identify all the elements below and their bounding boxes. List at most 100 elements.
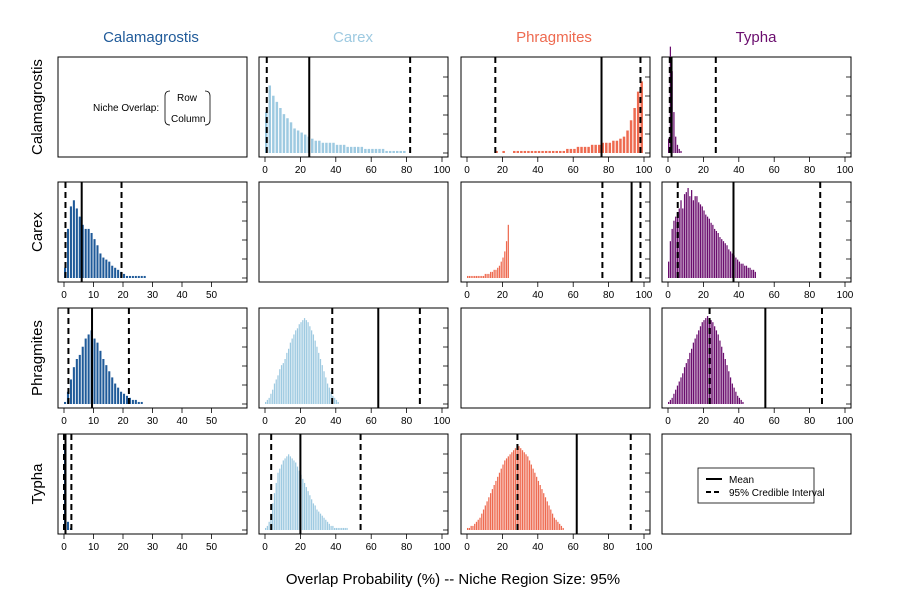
panel-calamagrostis-phragmites-bar <box>605 142 608 153</box>
panel-typha-phragmites-bar <box>543 493 545 530</box>
panel-typha-phragmites-bar <box>555 519 557 530</box>
panel-typha-carex-bar <box>277 472 279 530</box>
panel-calamagrostis-carex-bar <box>374 148 378 153</box>
panel-typha-phragmites-bar <box>467 527 469 530</box>
panel-calamagrostis-typha-xtick-label: 80 <box>804 165 816 176</box>
panel-calamagrostis-carex-bar <box>349 146 353 153</box>
panel-phragmites-calamagrostis-bar <box>108 371 111 404</box>
panel-typha-carex-bar <box>328 523 330 530</box>
panel-phragmites-typha-xtick-label: 20 <box>698 416 710 427</box>
panel-calamagrostis-phragmites-xtick-label: 60 <box>568 165 580 176</box>
panel-calamagrostis-phragmites-bar <box>636 91 640 153</box>
panel-typha-carex-bar <box>321 515 323 530</box>
panel-phragmites-carex-bar <box>309 326 311 404</box>
note-left-paren <box>164 90 171 126</box>
panel-carex-typha-bar <box>678 208 680 278</box>
panel-typha-phragmites-xtick-label: 100 <box>636 542 653 553</box>
panel-carex-phragmites-bar <box>472 275 474 278</box>
panel-calamagrostis-carex-bar <box>371 148 374 153</box>
panel-carex-typha-bar <box>705 214 707 278</box>
panel-typha-phragmites-bar <box>509 454 511 530</box>
panel-calamagrostis-phragmites-bar <box>551 150 555 153</box>
panel-carex-typha-xtick-label: 0 <box>665 290 671 301</box>
panel-phragmites-carex-bar <box>298 324 300 404</box>
panel-carex-typha-bar <box>722 241 725 278</box>
panel-calamagrostis-phragmites-bar <box>573 148 576 153</box>
panel-phragmites-typha-bar <box>683 367 686 404</box>
niche-overlap-note: Niche Overlap: Row Column <box>93 90 211 126</box>
panel-phragmites-carex-xtick-label: 60 <box>366 416 378 427</box>
panel-calamagrostis-typha-bar <box>673 112 675 153</box>
panel-calamagrostis-carex-bar <box>342 144 346 153</box>
panel-calamagrostis-carex-bar <box>364 148 367 153</box>
panel-phragmites-typha-xtick-label: 80 <box>804 416 816 427</box>
panel-carex-calamagrostis-xtick-label: 20 <box>117 290 129 301</box>
panel-carex-calamagrostis-xtick-label: 40 <box>176 290 188 301</box>
panel-carex-phragmites-bar <box>486 273 488 278</box>
panel-typha-phragmites-bar <box>507 456 509 530</box>
panel-phragmites-typha-xtick-label: 40 <box>733 416 745 427</box>
panel-typha-carex-bar <box>337 527 339 530</box>
panel-phragmites-calamagrostis-bar <box>69 379 72 404</box>
panel-typha-phragmites-bar <box>500 468 502 530</box>
panel-carex-phragmites-xtick-label: 100 <box>636 290 653 301</box>
panel-typha-carex-bar <box>309 495 311 530</box>
panel-phragmites-calamagrostis-xtick-label: 20 <box>117 416 129 427</box>
panel-typha-carex-bar <box>295 462 297 530</box>
panel-typha-calamagrostis-xtick-label: 10 <box>88 542 100 553</box>
panel-phragmites-carex-bar <box>312 334 315 404</box>
panel-carex-calamagrostis-xtick-label: 0 <box>61 290 67 301</box>
panel-typha-phragmites-bar <box>525 454 527 530</box>
panel-carex-typha-bar <box>682 208 684 278</box>
panel-calamagrostis-typha-bar <box>676 144 679 153</box>
panel-carex-typha-bar <box>724 243 726 278</box>
panel-calamagrostis-typha-xtick-label: 20 <box>698 165 710 176</box>
panel-phragmites-phragmites <box>460 307 651 409</box>
panel-typha-carex-bar <box>275 482 277 530</box>
panel-phragmites-typha-bar <box>675 389 677 404</box>
panel-carex-typha-bar <box>685 192 687 278</box>
panel-typha-phragmites-bar <box>505 458 508 530</box>
panel-typha-carex-bar <box>325 519 327 530</box>
panel-calamagrostis-carex-bar <box>346 146 349 153</box>
panel-carex-typha-bar <box>745 265 748 278</box>
panel-calamagrostis-carex-xtick-label: 40 <box>330 165 342 176</box>
panel-phragmites-carex-bar <box>311 330 313 404</box>
column-title-typha: Typha <box>736 29 778 46</box>
panel-typha-phragmites-bar <box>472 525 474 530</box>
panel-typha-phragmites-bar <box>479 517 481 530</box>
panel-calamagrostis-phragmites-xtick-label: 40 <box>532 165 544 176</box>
panel-typha-carex-bar <box>298 470 300 530</box>
panel-typha-phragmites-bar <box>544 497 547 530</box>
panel-carex-typha-bar <box>714 228 716 278</box>
panel-carex-typha-bar <box>692 200 695 278</box>
panel-carex-typha-bar <box>721 239 723 278</box>
panel-calamagrostis-phragmites-bar <box>523 150 527 153</box>
legend: Mean 95% Credible Interval <box>697 467 825 504</box>
panel-calamagrostis-phragmites-bar <box>559 150 562 153</box>
panel-phragmites-carex-bar <box>303 318 306 404</box>
panel-carex-typha-bar <box>703 210 705 278</box>
panel-typha-phragmites-bar <box>468 527 471 530</box>
panel-calamagrostis-carex-bar <box>392 150 395 153</box>
panel-calamagrostis-typha-xtick-label: 0 <box>665 165 671 176</box>
panel-calamagrostis-carex-bar <box>314 140 318 153</box>
panel-typha-phragmites-bar <box>532 468 534 530</box>
panel-calamagrostis-phragmites-bar <box>541 150 544 153</box>
panel-typha-phragmites-xtick-label: 0 <box>464 542 470 553</box>
panel-carex-calamagrostis-bar <box>128 275 131 278</box>
panel-calamagrostis-carex-bar <box>378 148 381 153</box>
panel-calamagrostis-phragmites-bar <box>608 142 612 153</box>
panel-calamagrostis-carex-bar <box>325 142 328 153</box>
panel-typha-phragmites-bar <box>553 517 555 530</box>
panel-phragmites-calamagrostis-bar <box>64 401 67 404</box>
panel-carex-calamagrostis-bar <box>93 239 96 278</box>
legend-ci-label: 95% Credible Interval <box>729 488 825 499</box>
panel-calamagrostis-phragmites-bar <box>562 150 566 153</box>
panel-typha-carex-xtick-label: 100 <box>434 542 451 553</box>
panel-phragmites-carex-bar <box>314 340 316 404</box>
panel-phragmites-carex: 0 20 40 60 80 100 <box>258 307 451 427</box>
panel-phragmites-calamagrostis-bar <box>125 395 129 404</box>
panel-typha-phragmites-bar <box>539 485 541 530</box>
